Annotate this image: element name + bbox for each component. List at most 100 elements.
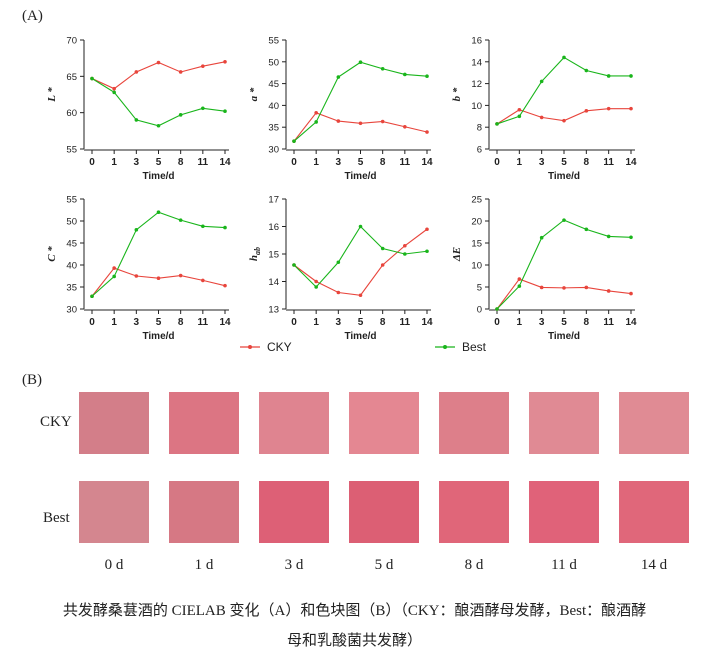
chart-1-series-best: [91, 78, 226, 127]
swatch-row-label-best: Best: [43, 510, 70, 526]
chart-5-y-tick-label: 13: [268, 305, 279, 316]
chart-4-y-tick-label: 50: [66, 217, 77, 228]
chart-4-point-best: [90, 294, 94, 299]
chart-6-y-tick-label: 20: [471, 217, 482, 228]
chart-6-x-tick-label: 3: [539, 317, 545, 328]
chart-3-point-best: [629, 74, 633, 78]
chart-3-y-tick-label: 16: [471, 36, 482, 47]
chart-3-point-best: [517, 114, 522, 119]
chart-2-x-tick-label: 3: [336, 157, 342, 168]
chart-5-point-cky: [380, 263, 385, 267]
color-swatch-best-1d: [169, 481, 239, 543]
chart-6-x-tick-label: 1: [517, 317, 523, 328]
color-swatch-best-5d: [349, 481, 419, 543]
color-swatch-best-8d: [439, 481, 509, 543]
chart-5-x-axis-title: Time/d: [344, 331, 376, 342]
chart-3-point-cky: [606, 106, 611, 111]
chart-4-point-best: [223, 225, 227, 230]
chart-5-point-best: [403, 252, 407, 256]
chart-1-x-tick-label: 14: [219, 157, 231, 168]
chart-4-series-best: [91, 211, 226, 297]
chart-4-point-best: [112, 274, 116, 279]
chart-4-point-cky: [223, 283, 227, 288]
chart-2-y-tick-label: 45: [268, 79, 279, 90]
chart-3-point-best: [539, 79, 544, 84]
chart-4-point-cky: [134, 274, 139, 278]
chart-1-y-axis-title: L *: [46, 87, 58, 103]
chart-4-x-tick-label: 8: [178, 317, 184, 328]
color-swatch-cky-14d: [619, 392, 689, 454]
chart-6-series-best: [496, 219, 632, 310]
chart-4-point-cky: [201, 278, 205, 283]
swatch-day-label: 0 d: [104, 557, 124, 573]
chart-3-point-best: [495, 122, 499, 126]
chart-6-series-cky: [496, 278, 632, 310]
chart-3-point-cky: [517, 107, 522, 112]
chart-3-series-best: [496, 56, 631, 125]
chart-2-point-cky: [314, 111, 318, 115]
legend-label-best: Best: [462, 340, 487, 354]
panel-a-label: (A): [22, 8, 43, 24]
chart-2-point-cky: [380, 119, 385, 124]
chart-3-point-best: [584, 68, 589, 73]
chart-3-y-tick-label: 6: [477, 145, 482, 156]
chart-2-point-best: [425, 74, 429, 78]
chart-2-point-best: [314, 120, 318, 124]
chart-3-x-axis-title: Time/d: [548, 171, 580, 182]
chart-4-point-best: [156, 210, 161, 214]
chart-5-x-tick-label: 8: [380, 317, 386, 328]
chart-2-series-cky: [293, 112, 428, 142]
chart-1-y-tick-label: 70: [66, 36, 77, 47]
chart-6-x-tick-label: 8: [584, 317, 590, 328]
chart-5-point-best: [358, 224, 363, 229]
chart-6-x-tick-label: 0: [494, 317, 500, 328]
chart-6-point-cky: [629, 291, 633, 296]
chart-6-x-tick-label: 5: [561, 317, 567, 328]
chart-6-y-tick-label: 5: [477, 283, 482, 294]
chart-2-y-tick-label: 35: [268, 123, 279, 134]
chart-6-point-cky: [517, 277, 522, 281]
chart-1-point-best: [134, 118, 139, 122]
chart-1-x-tick-label: 3: [134, 157, 140, 168]
color-swatch-cky-8d: [439, 392, 509, 454]
chart-6-point-cky: [562, 286, 566, 290]
chart-4-y-tick-label: 45: [66, 239, 77, 250]
chart-2-x-tick-label: 1: [313, 157, 319, 168]
chart-3-point-cky: [629, 106, 633, 111]
chart-2-x-axis-title: Time/d: [344, 171, 376, 182]
chart-1-x-tick-label: 5: [156, 157, 162, 168]
chart-3-y-tick-label: 14: [471, 57, 482, 68]
chart-1-point-cky: [156, 60, 161, 65]
chart-5-x-tick-label: 1: [313, 317, 319, 328]
chart-5-series-best: [293, 225, 428, 288]
chart-2-point-best: [403, 72, 407, 77]
chart-4-x-tick-label: 5: [156, 317, 162, 328]
chart-4-x-tick-label: 1: [111, 317, 117, 328]
chart-4-x-tick-label: 14: [219, 317, 231, 328]
figure-caption-line-2: 母和乳酸菌共发酵）: [286, 633, 422, 649]
chart-6-point-cky: [584, 285, 589, 290]
chart-1-series-cky: [91, 61, 226, 90]
chart-2-x-tick-label: 14: [421, 157, 433, 168]
chart-1-point-best: [201, 106, 205, 111]
color-swatch-best-11d: [529, 481, 599, 543]
chart-6-point-best: [495, 307, 499, 311]
chart-2-x-tick-label: 11: [400, 157, 411, 168]
chart-3-x-tick-label: 14: [625, 157, 637, 168]
chart-5-y-tick-label: 17: [268, 195, 279, 206]
chart-5-point-best: [292, 263, 296, 267]
chart-6-point-cky: [606, 289, 611, 293]
chart-2-point-best: [336, 75, 341, 79]
chart-5-y-tick-label: 14: [268, 277, 279, 288]
chart-5-y-axis-title: hab: [248, 247, 262, 261]
chart-6-x-tick-label: 11: [603, 317, 614, 328]
chart-3-x-tick-label: 5: [561, 157, 567, 168]
swatch-day-label: 1 d: [194, 557, 214, 573]
color-swatch-cky-1d: [169, 392, 239, 454]
chart-3-point-cky: [584, 109, 589, 113]
chart-2-point-best: [292, 139, 296, 143]
chart-1-point-best: [178, 113, 183, 117]
chart-3-x-tick-label: 11: [603, 157, 614, 168]
chart-6-y-axis-title: ΔE: [451, 247, 463, 262]
